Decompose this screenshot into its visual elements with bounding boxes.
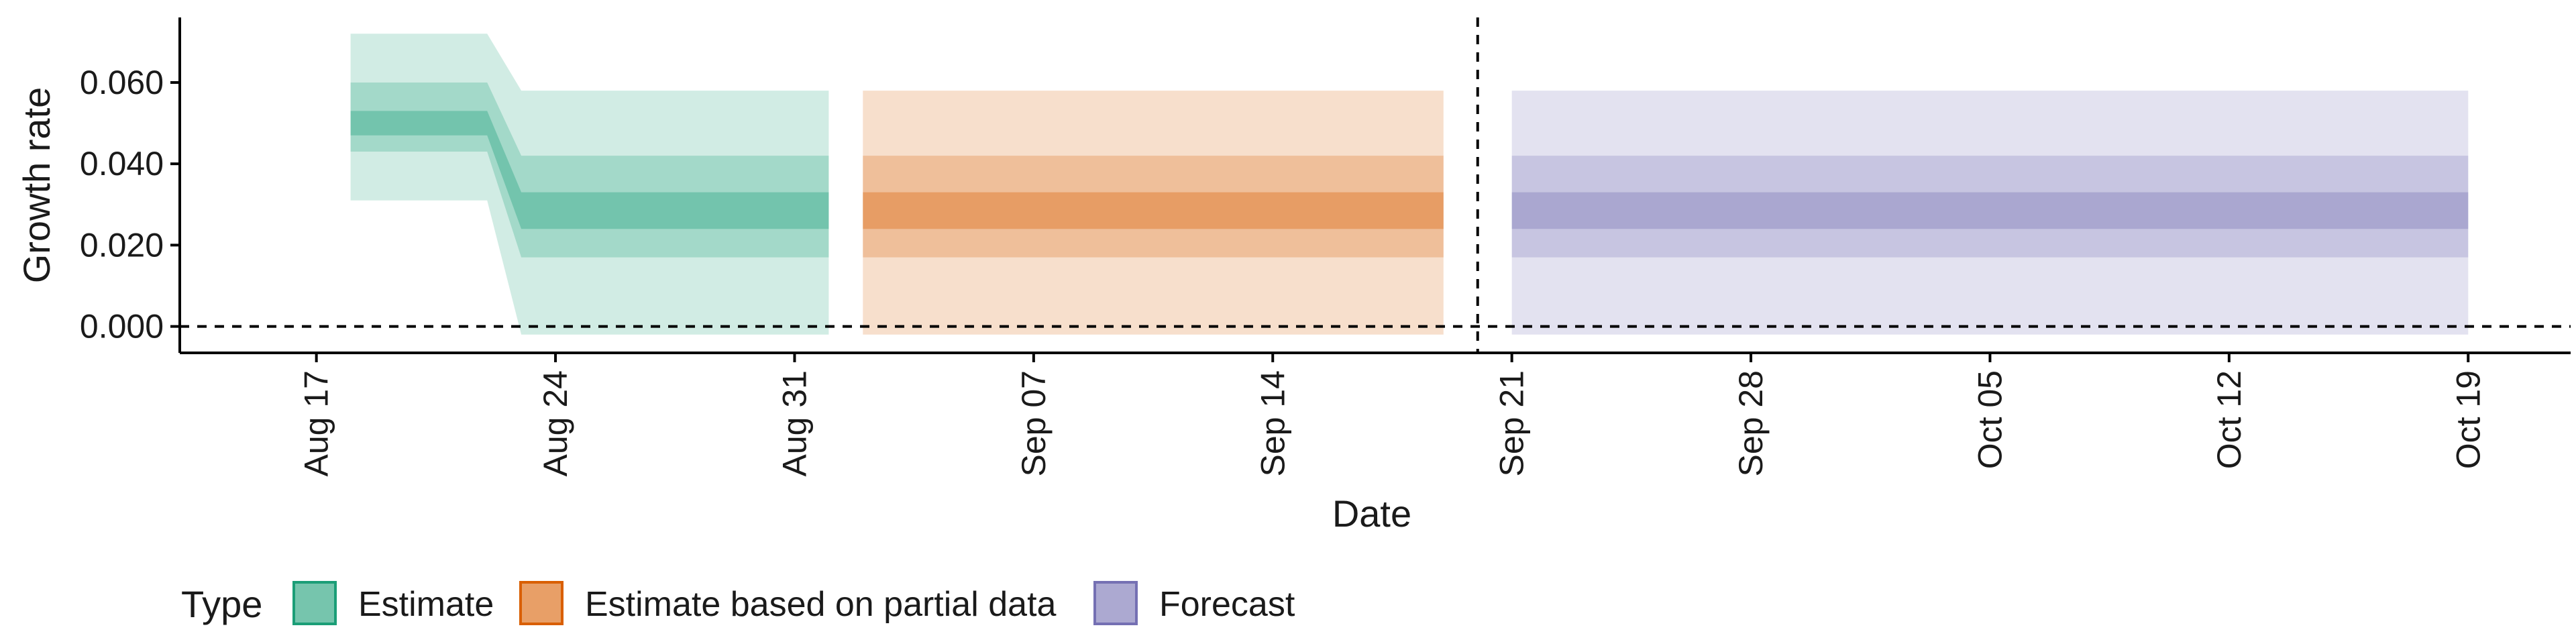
x-tick-label: Aug 31 xyxy=(776,370,814,476)
x-tick-label: Sep 14 xyxy=(1254,370,1291,476)
legend-entry-label: Estimate xyxy=(358,585,494,624)
axes xyxy=(178,17,2571,354)
legend-key-swatch xyxy=(292,581,337,625)
ribbon-50-1 xyxy=(863,156,1444,258)
ribbon-90-2 xyxy=(1511,91,2469,335)
ribbon-20-2 xyxy=(1511,192,2469,229)
x-tick-label: Aug 17 xyxy=(298,370,335,476)
x-tick-label: Sep 21 xyxy=(1493,370,1531,476)
x-tick-label: Oct 19 xyxy=(2449,370,2487,469)
y-tick-label: 0.000 xyxy=(80,308,164,345)
x-tick-label: Sep 28 xyxy=(1732,370,1770,476)
x-tick-label: Oct 12 xyxy=(2210,370,2248,469)
y-axis-title: Growth rate xyxy=(15,87,58,284)
ribbon-50-0 xyxy=(350,83,829,258)
ribbon-20-1 xyxy=(863,192,1444,229)
x-axis-ticks: Aug 17 Aug 24 Aug 31 Sep 07 Sep 14 Sep 21 Sep … xyxy=(298,353,2487,476)
legend-entry-label: Forecast xyxy=(1159,585,1295,624)
legend-key-swatch xyxy=(519,581,564,625)
x-tick-label: Oct 05 xyxy=(1972,370,2009,469)
ribbon-20-0 xyxy=(350,111,829,229)
y-tick-label: 0.060 xyxy=(80,64,164,101)
x-tick-label: Aug 24 xyxy=(537,370,574,476)
y-tick-label: 0.040 xyxy=(80,145,164,182)
x-axis-title: Date xyxy=(1332,492,1411,535)
y-tick-label: 0.020 xyxy=(80,226,164,264)
ribbon-layer xyxy=(350,34,2469,335)
legend-key-swatch xyxy=(1093,581,1138,625)
ribbon-50-2 xyxy=(1511,156,2469,258)
y-axis-ticks: 0.000 0.020 0.040 0.060 xyxy=(80,64,180,345)
legend-title: Type xyxy=(181,583,262,625)
ribbon-90-0 xyxy=(350,34,829,335)
x-tick-label: Sep 07 xyxy=(1015,370,1053,476)
legend-entry-label: Estimate based on partial data xyxy=(585,585,1057,624)
ribbon-90-1 xyxy=(863,91,1444,335)
legend: Type Estimate Estimate based on partial d… xyxy=(181,581,1295,625)
reference-lines xyxy=(180,17,2571,353)
